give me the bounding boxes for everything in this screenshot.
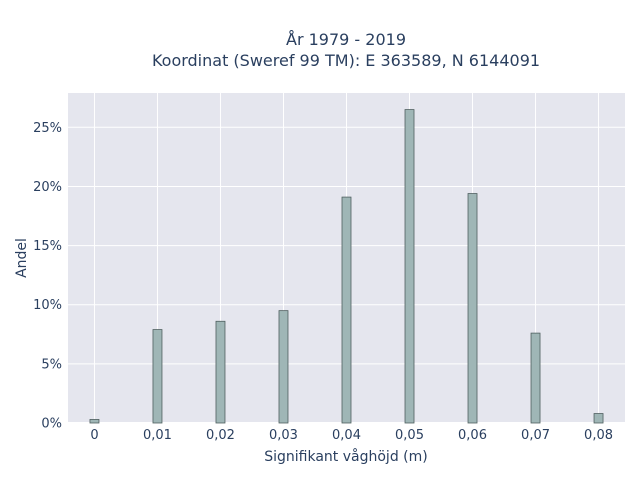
histogram-bar [530,332,541,424]
histogram-bar [152,329,163,424]
x-tick-label: 0,07 [521,428,550,443]
x-tick-label: 0,04 [332,428,361,443]
histogram-bar [593,413,604,424]
bars [89,109,604,424]
y-tick-label: 15% [33,239,62,254]
x-tick-label: 0,03 [269,428,298,443]
x-tick-label: 0 [90,428,98,443]
y-axis-ticks: 0% 5% 10% 15% 20% 25% [33,121,62,432]
y-tick-label: 0% [41,417,62,432]
x-tick-label: 0,02 [206,428,235,443]
y-tick-label: 25% [33,121,62,136]
x-tick-label: 0,01 [143,428,172,443]
y-tick-label: 10% [33,298,62,313]
x-tick-label: 0,08 [584,428,613,443]
x-tick-label: 0,06 [458,428,487,443]
histogram-bar [404,109,415,424]
histogram-bar [341,196,352,424]
histogram-bar [215,320,226,424]
y-axis-title: Andel [14,238,30,278]
histogram-bar [89,419,100,424]
x-axis-ticks: 0 0,01 0,02 0,03 0,04 0,05 0,06 0,07 0,08 [90,428,613,443]
histogram-bar [278,310,289,424]
x-tick-label: 0,05 [395,428,424,443]
chart-title-line1: År 1979 - 2019 [286,30,406,49]
histogram-bar [467,193,478,424]
y-tick-label: 20% [33,180,62,195]
chart-title-line2: Koordinat (Sweref 99 TM): E 363589, N 61… [152,51,540,70]
x-axis-title: Signifikant våghöjd (m) [264,448,427,465]
y-tick-label: 5% [41,357,62,372]
